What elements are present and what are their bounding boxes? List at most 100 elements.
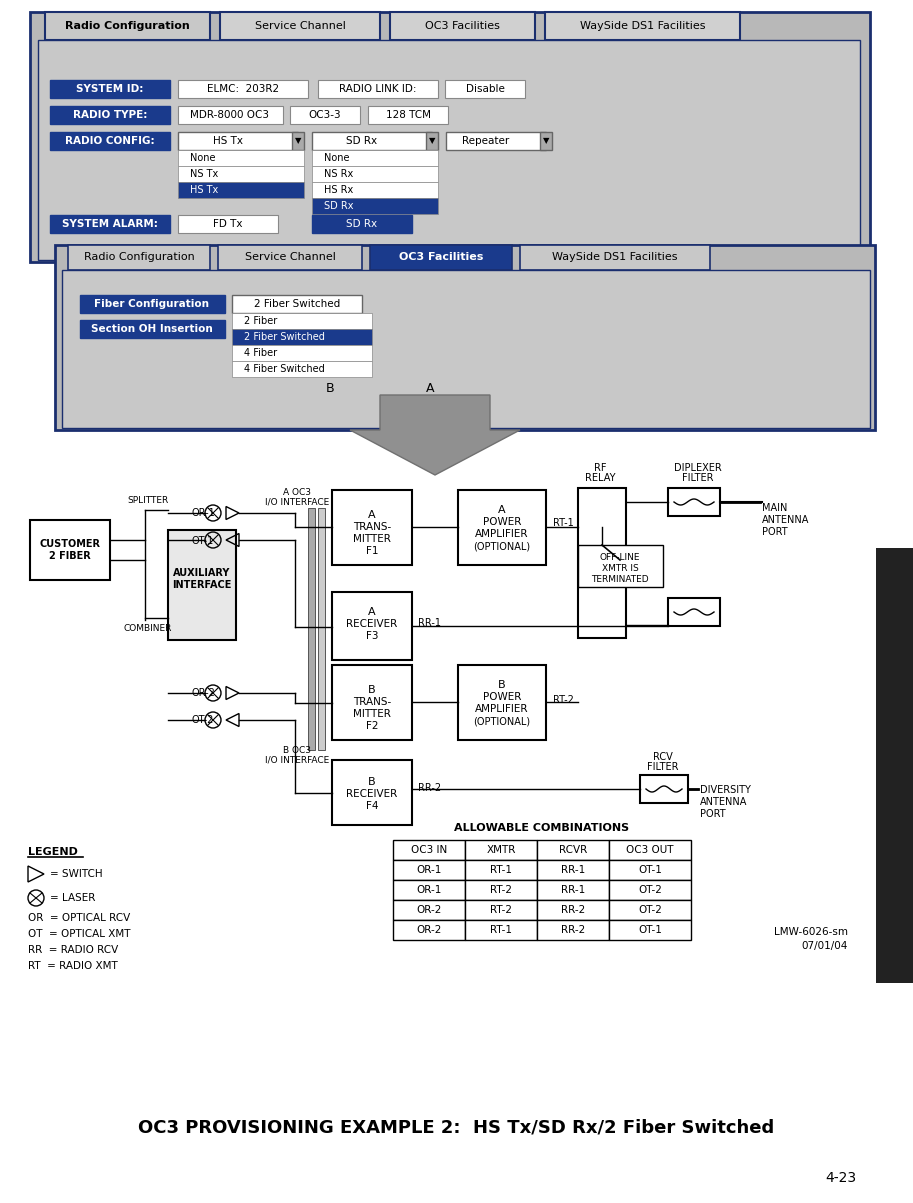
Bar xyxy=(332,760,412,825)
Bar xyxy=(545,12,740,40)
Bar xyxy=(308,508,315,749)
Text: HS Tx: HS Tx xyxy=(190,185,218,195)
Bar xyxy=(465,900,537,920)
Bar xyxy=(232,328,372,345)
Text: OC3-3: OC3-3 xyxy=(309,109,341,120)
Text: HS Tx: HS Tx xyxy=(213,136,243,146)
Bar xyxy=(465,881,537,900)
Text: OT-1: OT-1 xyxy=(638,925,662,935)
Text: ALLOWABLE COMBINATIONS: ALLOWABLE COMBINATIONS xyxy=(455,823,630,832)
Text: ANTENNA: ANTENNA xyxy=(700,798,748,807)
Bar xyxy=(393,840,465,860)
Text: OC3 OUT: OC3 OUT xyxy=(626,845,674,855)
Bar xyxy=(578,488,626,638)
Text: MAIN: MAIN xyxy=(762,503,787,512)
Bar xyxy=(232,295,362,313)
Text: B OC3: B OC3 xyxy=(283,746,311,754)
Text: SD Rx: SD Rx xyxy=(346,136,378,146)
Text: A: A xyxy=(498,505,506,515)
Bar xyxy=(50,81,170,97)
Text: 128 TCM: 128 TCM xyxy=(385,109,431,120)
Text: RT-1: RT-1 xyxy=(490,865,512,875)
Bar xyxy=(465,920,537,940)
Text: RCVR: RCVR xyxy=(559,845,587,855)
Text: OT-1: OT-1 xyxy=(192,537,215,546)
Text: ▼: ▼ xyxy=(295,136,301,146)
Text: HS Rx: HS Rx xyxy=(324,185,353,195)
Text: TRANS-: TRANS- xyxy=(353,522,391,532)
Bar xyxy=(578,545,663,587)
Bar xyxy=(232,361,372,377)
Text: B: B xyxy=(368,777,376,787)
Text: POWER: POWER xyxy=(483,692,521,703)
Text: = SWITCH: = SWITCH xyxy=(50,869,102,879)
Bar xyxy=(178,106,283,124)
Text: Fiber Configuration: Fiber Configuration xyxy=(95,300,209,309)
Text: 4-23: 4-23 xyxy=(824,1171,856,1185)
Bar xyxy=(318,508,325,749)
Text: Radio Configuration: Radio Configuration xyxy=(65,20,190,31)
Bar xyxy=(609,881,691,900)
Bar xyxy=(446,132,546,150)
Text: MDR-8000 OC3: MDR-8000 OC3 xyxy=(191,109,269,120)
Text: OR-1: OR-1 xyxy=(416,885,442,895)
Text: INTERFACE: INTERFACE xyxy=(173,580,232,589)
Text: A: A xyxy=(368,510,376,520)
Text: RF: RF xyxy=(593,463,606,473)
Text: FILTER: FILTER xyxy=(682,473,714,482)
Text: DIPLEXER: DIPLEXER xyxy=(674,463,722,473)
Text: F2: F2 xyxy=(366,721,378,731)
Text: ▼: ▼ xyxy=(542,136,550,146)
Bar xyxy=(426,132,438,150)
Text: 4 Fiber Switched: 4 Fiber Switched xyxy=(244,365,325,374)
Bar xyxy=(465,840,537,860)
Text: (OPTIONAL): (OPTIONAL) xyxy=(474,716,530,725)
Bar xyxy=(50,132,170,150)
Text: PORT: PORT xyxy=(700,808,726,819)
Bar xyxy=(178,215,278,233)
Bar xyxy=(609,860,691,881)
Text: AMPLIFIER: AMPLIFIER xyxy=(476,529,529,539)
Bar xyxy=(640,775,688,802)
Bar xyxy=(318,81,438,97)
Text: RR-2: RR-2 xyxy=(561,905,585,915)
Bar xyxy=(540,132,552,150)
Bar xyxy=(537,840,609,860)
Text: Radio Configuration: Radio Configuration xyxy=(84,251,194,262)
Text: OC3 IN: OC3 IN xyxy=(411,845,447,855)
Bar xyxy=(668,598,720,626)
Text: LMW-6026-sm: LMW-6026-sm xyxy=(774,928,848,937)
Text: 2 Fiber Switched: 2 Fiber Switched xyxy=(254,300,341,309)
Bar xyxy=(312,182,438,198)
Text: RADIO TYPE:: RADIO TYPE: xyxy=(73,109,147,120)
Text: FILTER: FILTER xyxy=(647,761,678,772)
Bar xyxy=(178,182,304,198)
Bar xyxy=(50,215,170,233)
Bar xyxy=(370,245,512,269)
Text: WaySide DS1 Facilities: WaySide DS1 Facilities xyxy=(552,251,677,262)
Bar xyxy=(537,881,609,900)
Text: POWER: POWER xyxy=(483,517,521,527)
Text: RELAY: RELAY xyxy=(584,473,615,482)
Text: OC3 Facilities: OC3 Facilities xyxy=(399,251,483,262)
Text: A: A xyxy=(368,608,376,617)
Text: MITTER: MITTER xyxy=(353,709,391,719)
Text: RADIO CONFIG:: RADIO CONFIG: xyxy=(65,136,155,146)
Bar xyxy=(458,665,546,740)
Bar xyxy=(45,12,210,40)
Bar xyxy=(232,345,372,361)
Text: OR-2: OR-2 xyxy=(192,688,215,698)
Bar xyxy=(38,40,860,260)
Bar xyxy=(312,132,432,150)
Bar xyxy=(465,860,537,881)
Text: Disable: Disable xyxy=(466,84,505,94)
Text: NS Tx: NS Tx xyxy=(190,168,218,179)
Text: None: None xyxy=(190,153,215,162)
Text: XMTR IS: XMTR IS xyxy=(602,563,638,573)
Bar xyxy=(390,12,535,40)
Text: A: A xyxy=(425,381,435,395)
Text: B: B xyxy=(498,680,506,691)
Text: FD Tx: FD Tx xyxy=(214,219,243,229)
Text: RT-2: RT-2 xyxy=(490,905,512,915)
Bar xyxy=(168,531,236,640)
